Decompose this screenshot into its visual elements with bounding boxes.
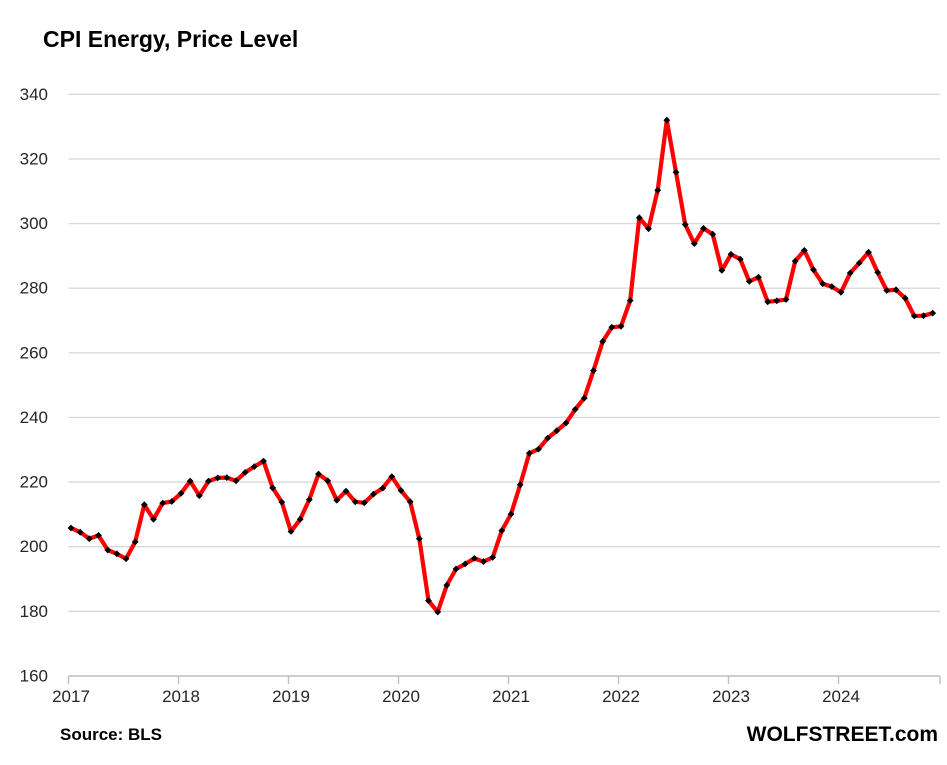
chart-title: CPI Energy, Price Level bbox=[43, 26, 299, 52]
x-tick-label: 2024 bbox=[822, 687, 860, 706]
y-tick-label: 300 bbox=[20, 214, 48, 233]
y-tick-label: 280 bbox=[20, 279, 48, 298]
y-tick-label: 160 bbox=[20, 667, 48, 686]
y-tick-label: 220 bbox=[20, 473, 48, 492]
data-point-markers bbox=[67, 116, 937, 616]
x-tick-label: 2019 bbox=[272, 687, 310, 706]
brand-label: WOLFSTREET.com bbox=[746, 723, 938, 746]
y-tick-label: 200 bbox=[20, 537, 48, 556]
x-tick-label: 2023 bbox=[712, 687, 750, 706]
y-tick-label: 180 bbox=[20, 602, 48, 621]
x-tick-label: 2021 bbox=[492, 687, 530, 706]
y-tick-label: 240 bbox=[20, 408, 48, 427]
x-tick-label: 2022 bbox=[602, 687, 640, 706]
x-tick-label: 2018 bbox=[162, 687, 200, 706]
y-tick-label: 320 bbox=[20, 149, 48, 168]
y-tick-label: 260 bbox=[20, 343, 48, 362]
source-label: Source: BLS bbox=[60, 725, 163, 744]
x-tick-label: 2017 bbox=[52, 687, 90, 706]
cpi-energy-series-line bbox=[68, 118, 935, 615]
y-tick-label: 340 bbox=[20, 85, 48, 104]
x-tick-label: 2020 bbox=[382, 687, 420, 706]
